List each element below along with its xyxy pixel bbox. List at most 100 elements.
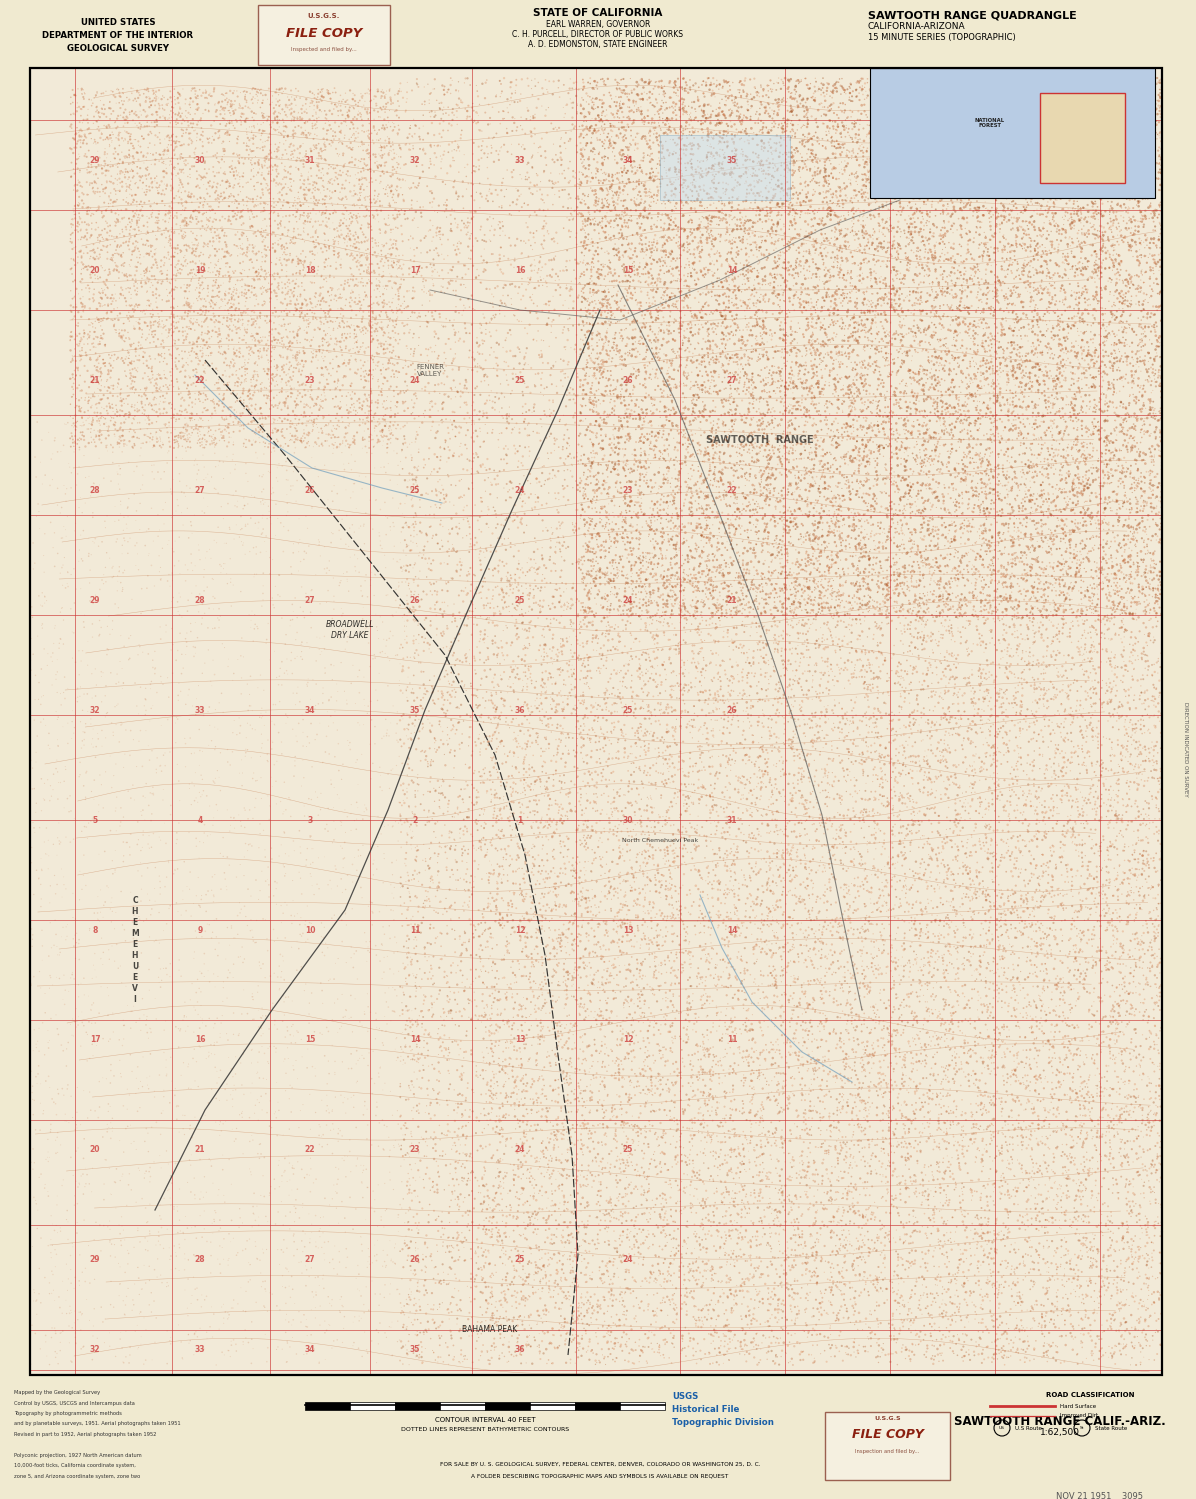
Point <box>506 81 525 105</box>
Point <box>110 1255 129 1279</box>
Point <box>1076 720 1096 744</box>
Point <box>1058 118 1078 142</box>
Point <box>276 1292 295 1316</box>
Point <box>641 162 660 186</box>
Point <box>1090 556 1109 580</box>
Point <box>666 177 685 201</box>
Point <box>200 169 219 193</box>
Point <box>568 478 587 502</box>
Point <box>1024 754 1043 778</box>
Point <box>1119 1294 1139 1318</box>
Point <box>1103 994 1122 1018</box>
Point <box>879 576 898 600</box>
Point <box>678 1216 697 1240</box>
Point <box>645 796 664 820</box>
Point <box>748 785 767 809</box>
Point <box>597 853 616 877</box>
Point <box>570 304 590 328</box>
Point <box>803 429 822 453</box>
Point <box>897 211 916 235</box>
Point <box>1009 264 1029 288</box>
Point <box>139 78 158 102</box>
Point <box>566 1267 585 1291</box>
Point <box>783 151 803 175</box>
Point <box>514 463 533 487</box>
Point <box>155 414 175 438</box>
Point <box>1003 132 1023 156</box>
Point <box>960 79 980 103</box>
Point <box>358 261 377 285</box>
Point <box>286 115 305 139</box>
Point <box>159 219 178 243</box>
Point <box>640 180 659 204</box>
Point <box>209 310 228 334</box>
Point <box>646 738 665 761</box>
Point <box>1005 160 1024 184</box>
Point <box>295 1166 315 1190</box>
Point <box>150 824 169 848</box>
Point <box>999 1178 1018 1202</box>
Point <box>934 869 953 893</box>
Point <box>878 379 897 403</box>
Point <box>1141 237 1160 261</box>
Point <box>664 100 683 124</box>
Point <box>250 1133 269 1157</box>
Point <box>696 106 715 130</box>
Point <box>709 517 728 541</box>
Point <box>965 183 984 207</box>
Point <box>275 154 294 178</box>
Point <box>1096 165 1115 189</box>
Point <box>448 1225 468 1249</box>
Point <box>789 255 808 279</box>
Point <box>1134 1063 1153 1087</box>
Point <box>974 316 993 340</box>
Point <box>781 255 800 279</box>
Point <box>847 735 866 758</box>
Point <box>1067 532 1086 556</box>
Point <box>151 754 170 778</box>
Point <box>903 1231 922 1255</box>
Point <box>225 926 244 950</box>
Point <box>71 523 90 547</box>
Point <box>1075 510 1094 534</box>
Point <box>770 1109 789 1133</box>
Point <box>154 219 173 243</box>
Point <box>848 468 867 492</box>
Point <box>195 821 214 845</box>
Point <box>1084 471 1103 495</box>
Point <box>311 1115 330 1139</box>
Point <box>643 1253 663 1277</box>
Point <box>582 814 602 838</box>
Point <box>435 430 454 454</box>
Point <box>971 216 990 240</box>
Point <box>798 1174 817 1198</box>
Point <box>1127 477 1146 501</box>
Point <box>531 381 550 405</box>
Point <box>850 108 869 132</box>
Point <box>580 118 599 142</box>
Point <box>1033 932 1052 956</box>
Point <box>817 180 836 204</box>
Point <box>384 118 403 142</box>
Point <box>544 648 563 672</box>
Point <box>812 1028 831 1052</box>
Point <box>810 162 829 186</box>
Point <box>178 426 197 450</box>
Point <box>466 154 486 178</box>
Point <box>789 672 808 696</box>
Point <box>592 538 611 562</box>
Point <box>189 244 208 268</box>
Point <box>193 208 212 232</box>
Point <box>769 283 788 307</box>
Point <box>1085 354 1104 378</box>
Point <box>404 1294 423 1318</box>
Point <box>791 165 810 189</box>
Point <box>471 1181 490 1205</box>
Point <box>1118 70 1137 94</box>
Point <box>270 187 289 211</box>
Point <box>858 105 877 129</box>
Point <box>569 550 588 574</box>
Point <box>869 214 889 238</box>
Point <box>347 790 366 814</box>
Point <box>1012 1309 1031 1333</box>
